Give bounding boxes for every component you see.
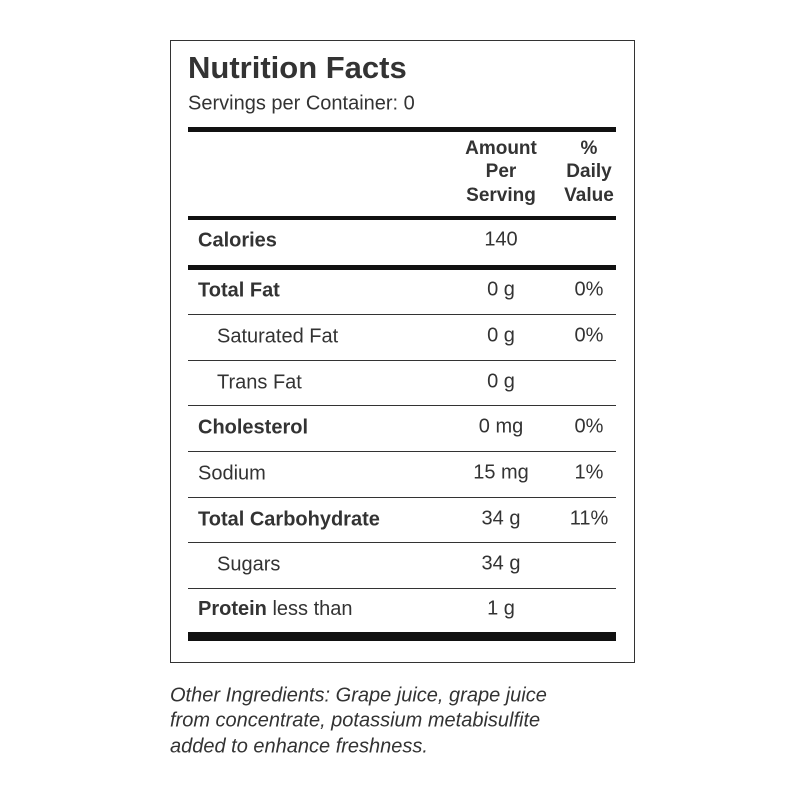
amount: 0 mg [479,415,523,437]
amount: 34 g [482,552,521,574]
thick-rule [188,265,616,270]
nutrient-name: Cholesterol [198,416,308,438]
nutrient-name-bold: Protein [198,598,267,620]
column-header: Serving [466,185,536,206]
thick-rule [188,216,616,220]
nutrient-name: Protein less than [198,598,353,620]
nutrient-name: Total Carbohydrate [198,508,380,530]
nutrient-name: Saturated Fat [217,325,339,347]
column-header: Daily [566,161,612,182]
nutrient-name: Calories [198,229,277,251]
thick-rule [188,632,616,641]
amount: 34 g [482,507,521,529]
nutrient-name: Sodium [198,462,266,484]
daily-value: 11% [570,507,609,529]
amount: 15 mg [473,461,529,483]
daily-value: 0% [575,324,604,346]
servings: Servings per Container: 0 [188,92,415,114]
thick-rule [188,127,616,132]
amount: 0 g [487,324,515,346]
label-title: Nutrition Facts [188,50,407,85]
column-header: Amount [465,138,537,159]
column-header: Value [564,185,614,206]
daily-value: 1% [575,461,604,483]
nutrient-name: Total Fat [198,279,280,301]
ingredients-line: Other Ingredients: Grape juice, grape ju… [170,684,547,706]
nutrient-name: Trans Fat [217,371,302,393]
column-header: % [581,138,598,159]
amount: 1 g [487,597,515,619]
ingredients-line: added to enhance freshness. [170,735,428,757]
nutrient-name: Sugars [217,553,280,575]
amount: 140 [484,228,517,250]
daily-value: 0% [575,278,604,300]
daily-value: 0% [575,415,604,437]
amount: 0 g [487,278,515,300]
ingredients-line: from concentrate, potassium metabisulfit… [170,709,540,731]
amount: 0 g [487,370,515,392]
label-box [170,40,635,663]
column-header: Per [486,161,517,182]
nutrient-qualifier: less than [267,598,353,620]
